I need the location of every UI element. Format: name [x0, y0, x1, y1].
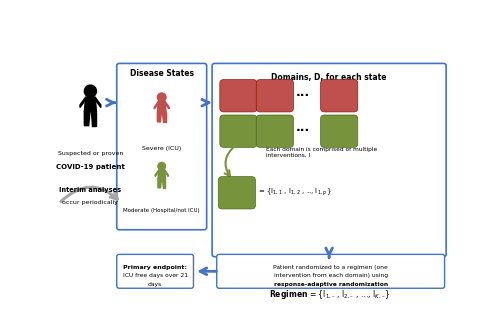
- FancyBboxPatch shape: [117, 254, 194, 288]
- Polygon shape: [162, 179, 166, 188]
- Polygon shape: [162, 112, 166, 122]
- Text: D$_2$: D$_2$: [269, 124, 281, 137]
- FancyBboxPatch shape: [117, 64, 206, 230]
- Text: Severe (ICU): Severe (ICU): [142, 145, 182, 151]
- Text: ICU free days over 21: ICU free days over 21: [122, 273, 188, 278]
- FancyBboxPatch shape: [256, 80, 294, 112]
- Text: Patient randomized to a regimen (one: Patient randomized to a regimen (one: [274, 264, 388, 269]
- Text: D$_2$: D$_2$: [269, 89, 281, 101]
- Text: Suspected or proven: Suspected or proven: [58, 151, 123, 156]
- Polygon shape: [155, 170, 158, 176]
- Polygon shape: [165, 101, 169, 109]
- Polygon shape: [158, 170, 166, 179]
- Text: intervention from each domain) using: intervention from each domain) using: [274, 273, 388, 278]
- Polygon shape: [164, 170, 168, 176]
- Text: ···: ···: [296, 124, 310, 137]
- Circle shape: [158, 93, 166, 101]
- Polygon shape: [95, 97, 101, 108]
- FancyBboxPatch shape: [220, 80, 257, 112]
- Text: D$_1$: D$_1$: [232, 89, 244, 101]
- Text: response-adaptive randomization: response-adaptive randomization: [274, 282, 388, 287]
- Text: D$_K$: D$_K$: [332, 124, 346, 137]
- Polygon shape: [158, 179, 162, 188]
- FancyBboxPatch shape: [320, 80, 358, 112]
- Text: Disease States: Disease States: [130, 69, 194, 78]
- Polygon shape: [84, 97, 96, 112]
- FancyBboxPatch shape: [220, 115, 257, 148]
- Text: Each domain is comprised of multiple
interventions, I: Each domain is comprised of multiple int…: [266, 148, 377, 158]
- Text: D$_K$: D$_K$: [332, 89, 346, 101]
- Circle shape: [84, 85, 96, 97]
- Text: D$_1$: D$_1$: [231, 186, 243, 198]
- Polygon shape: [80, 97, 86, 108]
- FancyBboxPatch shape: [320, 115, 358, 148]
- Text: = {I$_{1,1}$ , I$_{1,2}$ , .., I$_{1,p}$}: = {I$_{1,1}$ , I$_{1,2}$ , .., I$_{1,p}$…: [258, 187, 332, 199]
- FancyBboxPatch shape: [256, 115, 294, 148]
- Text: Interim analyses: Interim analyses: [60, 187, 122, 193]
- Text: Moderate (Hospital/not ICU): Moderate (Hospital/not ICU): [124, 208, 200, 213]
- Text: D$_1$: D$_1$: [232, 124, 244, 137]
- Polygon shape: [154, 101, 158, 109]
- Polygon shape: [158, 112, 162, 122]
- Polygon shape: [158, 101, 166, 112]
- Text: ···: ···: [296, 89, 310, 102]
- FancyBboxPatch shape: [218, 177, 256, 209]
- Circle shape: [158, 162, 166, 170]
- Text: COVID-19 patient: COVID-19 patient: [56, 164, 125, 170]
- FancyBboxPatch shape: [216, 254, 444, 288]
- FancyBboxPatch shape: [212, 64, 446, 257]
- Text: days: days: [148, 282, 162, 287]
- Text: Domains, D, for each state: Domains, D, for each state: [272, 73, 387, 82]
- Polygon shape: [84, 112, 90, 126]
- Text: occur periodically: occur periodically: [62, 200, 118, 205]
- Text: $\mathbf{Regimen}$ = {I$_{1,–}$ , I$_{2,–}$ , …, I$_{K,–}$}: $\mathbf{Regimen}$ = {I$_{1,–}$ , I$_{2,…: [268, 288, 390, 301]
- Text: Primary endpoint:: Primary endpoint:: [123, 264, 187, 269]
- Polygon shape: [91, 112, 96, 126]
